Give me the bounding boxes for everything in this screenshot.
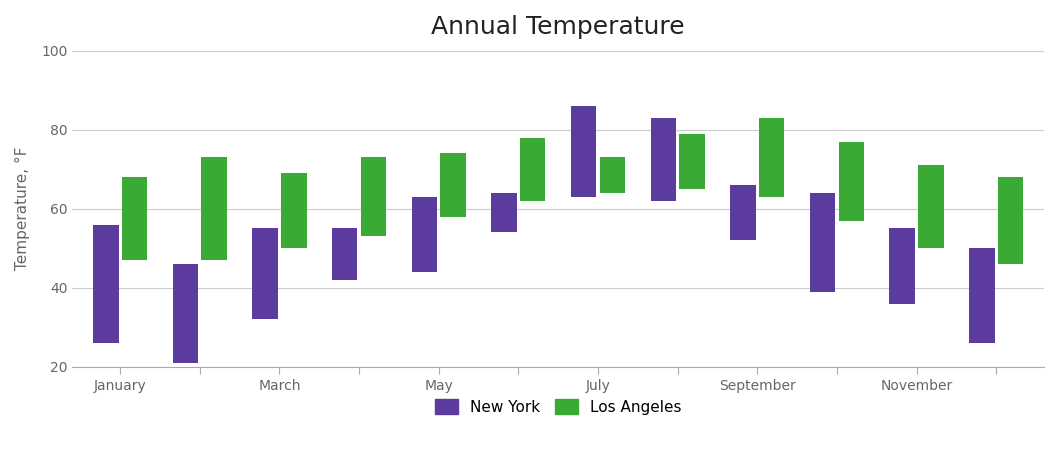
- Bar: [361, 157, 387, 236]
- Bar: [731, 185, 756, 240]
- Title: Annual Temperature: Annual Temperature: [431, 15, 685, 39]
- Bar: [93, 225, 119, 343]
- Bar: [520, 138, 545, 201]
- Bar: [998, 177, 1023, 264]
- Bar: [571, 106, 596, 197]
- Bar: [333, 228, 358, 280]
- Bar: [679, 133, 704, 189]
- Bar: [122, 177, 147, 260]
- Bar: [918, 165, 944, 248]
- Bar: [890, 228, 915, 304]
- Bar: [252, 228, 277, 319]
- Bar: [810, 193, 836, 292]
- Bar: [491, 193, 517, 233]
- Legend: New York, Los Angeles: New York, Los Angeles: [427, 391, 689, 423]
- Bar: [650, 118, 676, 201]
- Bar: [412, 197, 437, 272]
- Bar: [281, 173, 306, 248]
- Bar: [759, 118, 785, 197]
- Bar: [441, 153, 466, 217]
- Y-axis label: Temperature, °F: Temperature, °F: [15, 147, 30, 270]
- Bar: [201, 157, 227, 260]
- Bar: [969, 248, 994, 343]
- Bar: [839, 141, 864, 220]
- Bar: [599, 157, 625, 193]
- Bar: [173, 264, 198, 363]
